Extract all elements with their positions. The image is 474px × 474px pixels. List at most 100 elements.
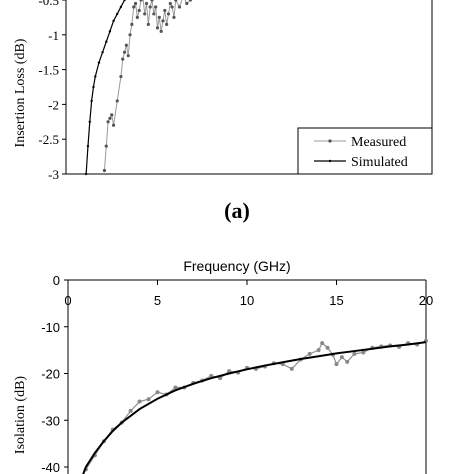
chart-a-point-measured — [168, 1, 172, 6]
chart-a-legend: Measured Simulated — [297, 127, 433, 175]
chart-a-legend-measured-marker — [328, 139, 332, 143]
chart-a-point-measured — [130, 22, 134, 26]
chart-a-legend-box — [297, 127, 433, 175]
chart-a-y-tick-label: -1 — [48, 28, 59, 43]
chart-a-point-measured — [122, 50, 127, 54]
chart-a-point-measured — [104, 144, 108, 148]
chart-a-point-measured — [148, 5, 152, 9]
chart-a-point-measured — [124, 43, 128, 47]
chart-b-point-series-1 — [320, 341, 325, 346]
chart-a-point-simulated — [116, 12, 119, 16]
chart-a-point-measured — [126, 54, 130, 58]
chart-b-point-series-1 — [173, 385, 178, 390]
chart-a-legend-simulated-marker — [328, 159, 332, 163]
chart-a-point-simulated — [97, 61, 101, 64]
chart-a-point-measured — [163, 8, 167, 13]
chart-b-x-tick-label: 20 — [419, 293, 433, 308]
chart-a-y-axis-label: Insertion Loss (dB) — [13, 38, 28, 147]
chart-a-point-simulated — [105, 40, 108, 43]
chart-a-point-measured — [135, 15, 139, 19]
chart-b-series-2-line — [82, 341, 427, 474]
chart-a-point-simulated — [86, 144, 90, 148]
chart-b-y-tick-label: -40 — [41, 460, 60, 474]
chart-a-point-measured — [132, 5, 136, 9]
chart-a-point-measured — [106, 120, 110, 124]
chart-b-point-series-1 — [361, 350, 366, 355]
chart-b-point-series-1 — [146, 397, 151, 402]
chart-b-x-axis-label: Frequency (GHz) — [183, 258, 291, 274]
chart-a-point-measured — [139, 0, 143, 2]
chart-b-point-series-1 — [155, 390, 160, 395]
chart-a-point-simulated — [108, 30, 112, 33]
chart-b-point-series-1 — [209, 373, 214, 378]
chart-b-point-series-1 — [128, 408, 133, 413]
chart-a-point-measured — [188, 0, 193, 2]
panel-a-label: (a) — [224, 198, 250, 223]
chart-b-y-tick-label: -30 — [41, 413, 60, 428]
chart-a-point-simulated — [94, 75, 97, 78]
chart-a-point-measured — [115, 99, 119, 103]
chart-a-legend-simulated-label: Simulated — [351, 155, 408, 170]
chart-a-y-tick-label: -3 — [48, 167, 59, 182]
chart-b-point-series-1 — [307, 351, 312, 356]
chart-b-y-tick-label: 0 — [53, 273, 60, 288]
chart-a-point-simulated — [88, 120, 91, 124]
chart-a-point-simulated — [119, 5, 123, 9]
chart-b-y-tick-label: -20 — [41, 367, 60, 382]
chart-a-point-simulated — [112, 19, 115, 23]
chart-a-series-simulated-line — [85, 0, 126, 175]
chart-a-point-measured — [111, 123, 116, 127]
chart-b-point-series-1 — [289, 366, 294, 371]
chart-a-point-measured — [133, 1, 138, 6]
chart-a-y-tick-label: -2.5 — [38, 132, 59, 147]
chart-a-point-measured — [155, 26, 160, 30]
chart-b-y-axis-label: Isolation (dB) — [13, 376, 28, 454]
chart-a-point-measured — [154, 5, 158, 9]
chart-a-point-measured — [143, 12, 147, 16]
chart-b-point-series-1 — [334, 362, 339, 367]
chart-a-point-measured — [144, 1, 149, 6]
chart-b-point-series-1 — [339, 355, 344, 360]
chart-b-x-tick-label: 15 — [329, 293, 343, 308]
chart-a-point-measured — [172, 15, 176, 19]
chart-a-point-measured — [177, 5, 182, 9]
chart-a-point-simulated — [123, 0, 126, 2]
chart-b-point-series-1 — [227, 369, 232, 374]
chart-a-point-simulated — [101, 51, 104, 54]
chart-a-point-measured — [165, 22, 169, 26]
chart-b-point-series-1 — [345, 359, 350, 364]
chart-a: -0.5 -1 -1.5 -2 -2.5 -3 Insertion Loss (dB) Mea… — [13, 0, 433, 182]
chart-b-point-series-1 — [218, 376, 223, 381]
chart-a-y-tick-label: -2 — [48, 97, 59, 112]
chart-a-point-measured — [152, 12, 156, 16]
chart-b-point-series-1 — [316, 348, 321, 353]
chart-a-y-tick-label: -1.5 — [38, 63, 59, 78]
chart-a-point-measured — [119, 74, 123, 79]
chart-a-point-measured — [159, 29, 163, 33]
chart-b-point-series-1 — [325, 345, 330, 350]
chart-a-point-measured — [121, 57, 125, 61]
chart-b-x-tick-label: 5 — [154, 293, 161, 308]
chart-b-x-tick-label: 10 — [240, 293, 254, 308]
chart-a-point-measured — [157, 15, 161, 19]
chart-a-point-measured — [128, 33, 132, 37]
chart-a-point-simulated — [84, 172, 88, 176]
chart-a-point-simulated — [92, 85, 95, 89]
chart-a-point-measured — [102, 168, 107, 173]
chart-b-y-tick-label: -10 — [41, 320, 60, 335]
chart-a-point-measured — [185, 1, 189, 6]
chart-a-point-measured — [174, 0, 178, 2]
chart-a-point-measured — [166, 12, 171, 16]
chart-a-point-simulated — [90, 99, 93, 103]
chart-a-point-measured — [137, 8, 141, 13]
chart-b-series-1-line — [85, 340, 427, 470]
chart-b-point-series-1 — [137, 399, 142, 404]
chart-a-point-measured — [146, 22, 150, 26]
chart-a-point-measured — [170, 5, 174, 9]
chart-a-y-tick-label: -0.5 — [38, 0, 59, 8]
chart-b-x-tick-label: 0 — [64, 293, 71, 308]
chart-b-point-series-1 — [352, 351, 357, 356]
chart-a-point-measured — [161, 19, 165, 23]
chart-a-point-measured — [110, 113, 114, 117]
